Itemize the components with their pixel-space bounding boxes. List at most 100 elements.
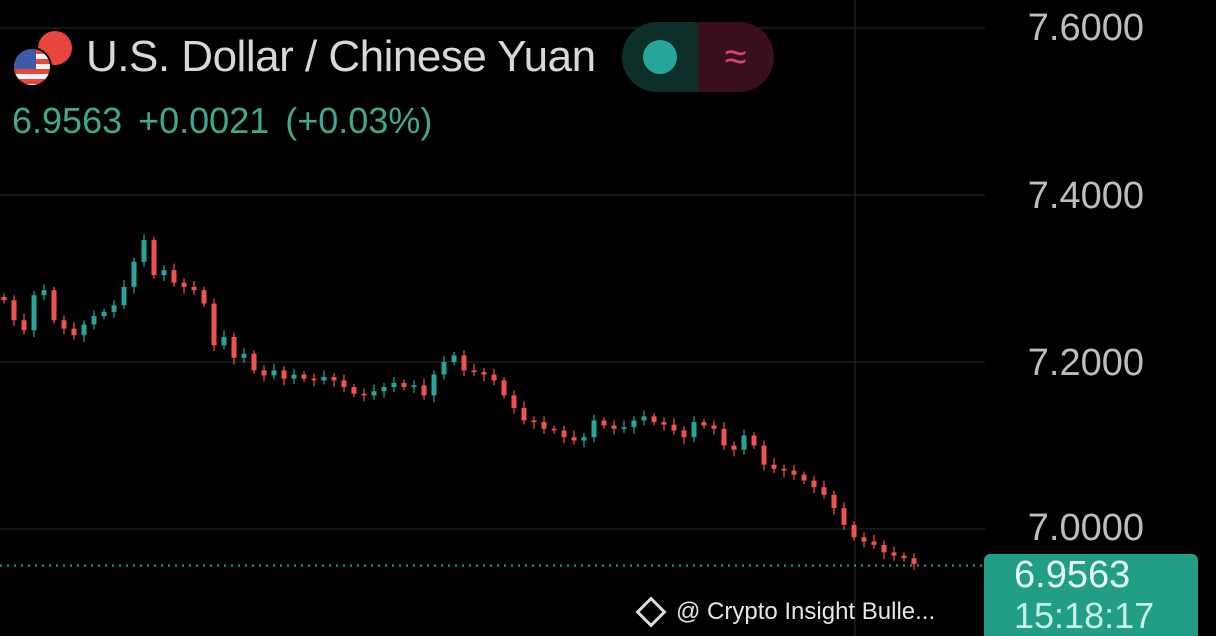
candle [61, 320, 67, 329]
currency-flags-icon [12, 29, 74, 87]
candle [81, 324, 87, 336]
candle [291, 374, 297, 379]
candle [301, 374, 307, 379]
candle [351, 387, 357, 394]
candle [501, 380, 507, 396]
candle [861, 537, 867, 542]
candle [461, 355, 467, 371]
market-open-button[interactable] [621, 22, 698, 92]
candle [31, 295, 37, 331]
quote-line: 6.9563 +0.0021 (+0.03%) [12, 100, 448, 142]
candle [901, 555, 907, 559]
candle [361, 393, 367, 396]
price-change-percent: (+0.03%) [285, 100, 433, 141]
candle [211, 303, 217, 346]
candle [631, 420, 637, 428]
candle [21, 320, 27, 331]
candle [331, 377, 337, 381]
candle [481, 372, 487, 375]
candle [231, 336, 237, 358]
candle [821, 487, 827, 495]
candle [871, 541, 877, 545]
candle [421, 385, 427, 396]
candle [891, 552, 897, 556]
status-dot-icon [642, 40, 677, 74]
candle [141, 240, 147, 262]
candle [881, 544, 887, 553]
candle [241, 353, 247, 358]
candle [641, 416, 647, 421]
price-change: +0.0021 [138, 100, 270, 141]
candle [581, 437, 587, 441]
candle [281, 370, 287, 379]
candle [601, 420, 607, 426]
candle [611, 425, 617, 429]
candle [51, 290, 57, 321]
candle [221, 336, 227, 346]
binance-logo-icon [635, 596, 667, 628]
candle [11, 300, 17, 321]
candle [521, 407, 527, 421]
symbol-title[interactable]: U.S. Dollar / Chinese Yuan [86, 32, 596, 81]
current-price: 6.9563 [1014, 554, 1131, 596]
candle [911, 558, 917, 565]
candle [391, 382, 397, 388]
candle [551, 428, 557, 431]
candle [591, 420, 597, 438]
us-flag-icon [12, 47, 52, 87]
candle [771, 464, 777, 469]
y-tick-label: 7.2000 [1027, 342, 1144, 384]
y-tick-label: 7.4000 [1027, 175, 1144, 217]
current-price-label: 6.9563 15:18:17 [984, 554, 1198, 636]
candle [671, 424, 677, 431]
candle [341, 380, 347, 388]
candle [471, 370, 477, 373]
candle [311, 378, 317, 381]
candle [561, 430, 567, 438]
market-status-toggle[interactable]: ≈ [621, 22, 774, 92]
candle [271, 370, 277, 376]
candle [811, 480, 817, 488]
candle [731, 445, 737, 450]
candle [1, 296, 7, 301]
candle [701, 422, 707, 426]
candle [651, 416, 657, 423]
y-tick-label: 7.0000 [1027, 507, 1144, 549]
candle [171, 270, 177, 283]
candle [251, 353, 257, 371]
candle [431, 374, 437, 396]
candle [721, 428, 727, 446]
symbol-header: U.S. Dollar / Chinese Yuan ≈ [12, 22, 774, 92]
bar-countdown: 15:18:17 [1014, 595, 1155, 636]
y-tick-label: 7.6000 [1027, 7, 1144, 49]
candle [511, 395, 517, 408]
candle [91, 316, 97, 325]
candle [711, 425, 717, 429]
candle [801, 474, 807, 481]
candle [121, 286, 127, 306]
candle [381, 387, 387, 392]
candle [71, 328, 77, 336]
watermark-text: @ Crypto Insight Bulle... [676, 598, 936, 625]
candle [491, 374, 497, 381]
candle [441, 362, 447, 375]
candle [111, 305, 117, 312]
candle [531, 420, 537, 423]
approx-icon: ≈ [724, 34, 747, 79]
candle [541, 422, 547, 429]
candle [741, 435, 747, 450]
candle [751, 435, 757, 446]
approx-button[interactable]: ≈ [697, 22, 774, 92]
candle [791, 470, 797, 475]
candle [101, 311, 107, 317]
candle [851, 524, 857, 538]
candle [41, 290, 47, 296]
candle [781, 468, 787, 471]
candle [191, 286, 197, 291]
candle [151, 240, 157, 276]
candle [691, 422, 697, 438]
candle [451, 355, 457, 362]
candle [131, 261, 137, 287]
candle [661, 422, 667, 425]
